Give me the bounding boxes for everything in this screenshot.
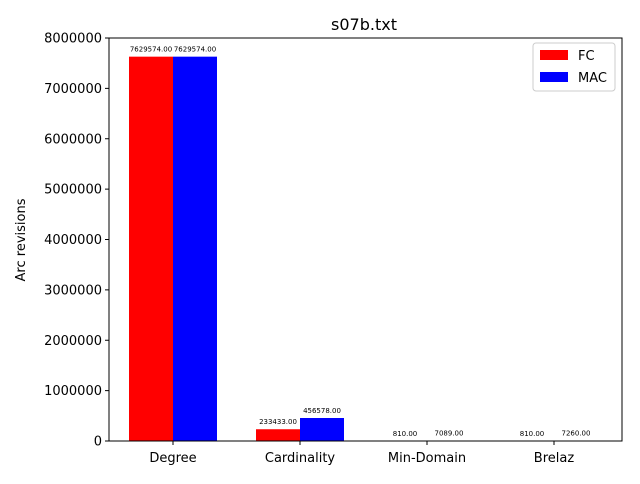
x-tick-label-brelaz: Brelaz: [534, 451, 575, 466]
x-tick-label-cardinality: Cardinality: [265, 451, 336, 466]
legend-swatch-fc: [540, 50, 568, 60]
chart-title: s07b.txt: [331, 15, 397, 34]
value-label-fc-degree: 7629574.00: [130, 46, 172, 54]
y-tick-label: 6000000: [44, 132, 102, 147]
x-tick-label-degree: Degree: [149, 451, 196, 466]
y-tick-label: 1000000: [44, 384, 102, 399]
bar-fc-cardinality: [256, 429, 300, 441]
legend-swatch-mac: [540, 72, 568, 82]
legend-label-mac: MAC: [578, 71, 607, 86]
value-label-mac-brelaz: 7260.00: [562, 430, 591, 438]
value-label-mac-min-domain: 7089.00: [435, 430, 464, 438]
y-tick-label: 3000000: [44, 283, 102, 298]
value-label-mac-degree: 7629574.00: [174, 46, 216, 54]
y-tick-label: 0: [94, 435, 102, 450]
y-tick-label: 7000000: [44, 82, 102, 97]
legend-label-fc: FC: [578, 49, 595, 64]
value-label-fc-cardinality: 233433.00: [259, 418, 297, 426]
bar-mac-cardinality: [300, 418, 344, 441]
x-tick-label-min-domain: Min-Domain: [388, 451, 466, 466]
y-tick-label: 2000000: [44, 334, 102, 349]
y-tick-label: 5000000: [44, 183, 102, 198]
y-tick-label: 4000000: [44, 233, 102, 248]
value-label-fc-brelaz: 810.00: [520, 430, 545, 438]
bar-fc-degree: [129, 57, 173, 441]
value-label-mac-cardinality: 456578.00: [303, 407, 341, 415]
value-label-fc-min-domain: 810.00: [393, 430, 418, 438]
y-axis-ticks: 0 1000000 2000000 3000000 4000000 5000000 6000…: [44, 32, 109, 450]
bar-mac-degree: [173, 57, 217, 441]
y-tick-label: 8000000: [44, 32, 102, 47]
y-axis-label: Arc revisions: [14, 198, 29, 281]
legend: FC MAC: [533, 43, 615, 91]
